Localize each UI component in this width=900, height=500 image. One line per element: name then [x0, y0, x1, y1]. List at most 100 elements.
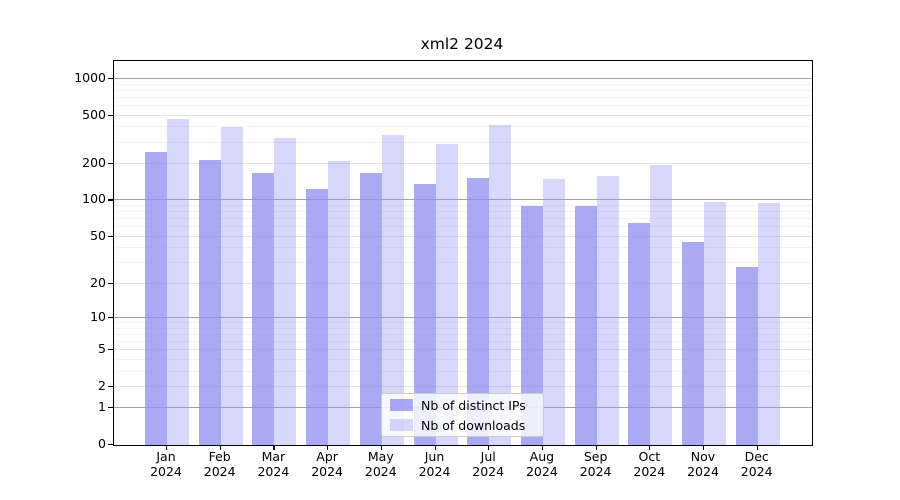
- gridline-50: [114, 235, 812, 237]
- y-tick-label-50: 50: [90, 227, 106, 243]
- y-tick-mark-100: [108, 199, 113, 201]
- x-tick-mark-nov: [703, 445, 705, 450]
- x-tick-mark-may: [380, 445, 382, 450]
- x-tick-mark-mar: [273, 445, 275, 450]
- legend-label-distinct-ips: Nb of distinct IPs: [421, 397, 526, 413]
- x-tick-label-feb: Feb 2024: [203, 449, 236, 479]
- y-tick-label-0: 0: [98, 436, 106, 451]
- bar-mar-downloads: [274, 137, 297, 445]
- x-tick-label-jan: Jan 2024: [150, 449, 182, 479]
- x-tick-label-jun: Jun 2024: [418, 449, 451, 479]
- gridline-200: [114, 163, 812, 165]
- plot-area: Nb of distinct IPs Nb of downloads: [113, 60, 813, 446]
- bar-apr-downloads: [328, 161, 351, 445]
- x-tick-label-apr: Apr 2024: [311, 449, 343, 479]
- chart-title: xml2 2024: [420, 35, 504, 53]
- legend: Nb of distinct IPs Nb of downloads: [381, 393, 544, 437]
- x-tick-mark-apr: [327, 445, 329, 450]
- x-tick-label-mar: Mar 2024: [257, 449, 290, 479]
- bar-dec-distinct-ips: [735, 266, 758, 445]
- gridline-4: [114, 358, 812, 360]
- y-tick-mark-2: [108, 385, 113, 387]
- x-tick-label-jul: Jul 2024: [472, 449, 505, 479]
- bar-may-downloads: [381, 134, 404, 445]
- x-tick-label-sep: Sep 2024: [579, 449, 612, 479]
- x-tick-mark-dec: [756, 445, 758, 450]
- x-tick-label-nov: Nov 2024: [687, 449, 719, 479]
- gridline-10: [114, 316, 812, 318]
- x-tick-label-may: May 2024: [364, 449, 397, 479]
- y-tick-label-20: 20: [90, 274, 106, 290]
- bar-sep-distinct-ips: [574, 206, 597, 445]
- legend-item-distinct-ips: Nb of distinct IPs: [390, 398, 535, 413]
- x-tick-mark-jan: [166, 445, 168, 450]
- bar-dec-downloads: [757, 203, 780, 445]
- gridline-2: [114, 385, 812, 387]
- bar-nov-downloads: [704, 201, 726, 445]
- bar-mar-distinct-ips: [252, 172, 275, 445]
- gridline-1000: [114, 77, 812, 79]
- gridline-900: [114, 83, 812, 85]
- legend-swatch-distinct-ips: [390, 399, 413, 411]
- bar-nov-distinct-ips: [682, 242, 704, 445]
- bar-jun-distinct-ips: [413, 183, 436, 445]
- x-tick-mark-aug: [541, 445, 544, 450]
- bar-jul-distinct-ips: [467, 178, 490, 445]
- bar-oct-distinct-ips: [628, 223, 651, 445]
- bar-oct-downloads: [650, 165, 673, 445]
- gridline-5: [114, 349, 812, 351]
- bar-may-distinct-ips: [359, 173, 382, 445]
- gridline-600: [114, 104, 812, 106]
- y-tick-label-500: 500: [82, 106, 106, 122]
- legend-item-downloads: Nb of downloads: [390, 418, 535, 433]
- gridline-40: [114, 247, 812, 249]
- x-tick-mark-jun: [434, 445, 436, 450]
- x-tick-mark-jul: [488, 445, 490, 450]
- gridline-30: [114, 262, 812, 264]
- bar-jan-downloads: [167, 118, 189, 445]
- gridline-400: [114, 126, 812, 128]
- y-tick-mark-5: [108, 349, 113, 351]
- legend-swatch-downloads: [390, 419, 413, 431]
- gridline-500: [114, 114, 812, 116]
- y-tick-label-2: 2: [98, 377, 106, 393]
- bar-jul-downloads: [489, 124, 512, 445]
- y-tick-mark-500: [108, 114, 113, 116]
- gridline-8: [114, 327, 812, 329]
- bar-apr-distinct-ips: [306, 188, 329, 445]
- y-tick-mark-1: [108, 407, 113, 409]
- bar-jan-distinct-ips: [145, 152, 167, 445]
- y-tick-label-200: 200: [82, 155, 106, 170]
- gridline-300: [114, 141, 812, 143]
- y-tick-label-1000: 1000: [74, 69, 106, 85]
- x-tick-label-aug: Aug 2024: [525, 449, 558, 479]
- y-tick-mark-1000: [108, 77, 113, 80]
- y-tick-mark-20: [108, 282, 113, 284]
- y-tick-mark-200: [108, 163, 113, 165]
- y-tick-label-10: 10: [90, 308, 106, 324]
- x-tick-mark-feb: [219, 445, 221, 450]
- y-tick-mark-50: [108, 235, 113, 237]
- bar-feb-downloads: [220, 127, 243, 445]
- bar-sep-downloads: [596, 176, 619, 445]
- bar-aug-distinct-ips: [520, 206, 543, 445]
- x-tick-mark-oct: [649, 445, 651, 450]
- bar-feb-distinct-ips: [198, 160, 221, 445]
- bar-aug-downloads: [542, 179, 565, 445]
- gridline-3: [114, 370, 812, 372]
- y-tick-mark-10: [108, 316, 113, 319]
- gridline-7: [114, 333, 812, 335]
- gridline-700: [114, 96, 812, 98]
- gridline-6: [114, 340, 812, 342]
- gridline-80: [114, 211, 812, 213]
- bar-jun-downloads: [435, 143, 458, 445]
- gridline-100: [114, 199, 812, 201]
- y-tick-label-5: 5: [98, 341, 106, 357]
- gridline-20: [114, 282, 812, 284]
- x-tick-label-dec: Dec 2024: [740, 449, 773, 479]
- y-tick-label-1: 1: [98, 399, 106, 415]
- y-tick-mark-0: [108, 444, 113, 446]
- gridline-70: [114, 218, 812, 220]
- gridline-60: [114, 226, 812, 228]
- legend-label-downloads: Nb of downloads: [421, 417, 526, 433]
